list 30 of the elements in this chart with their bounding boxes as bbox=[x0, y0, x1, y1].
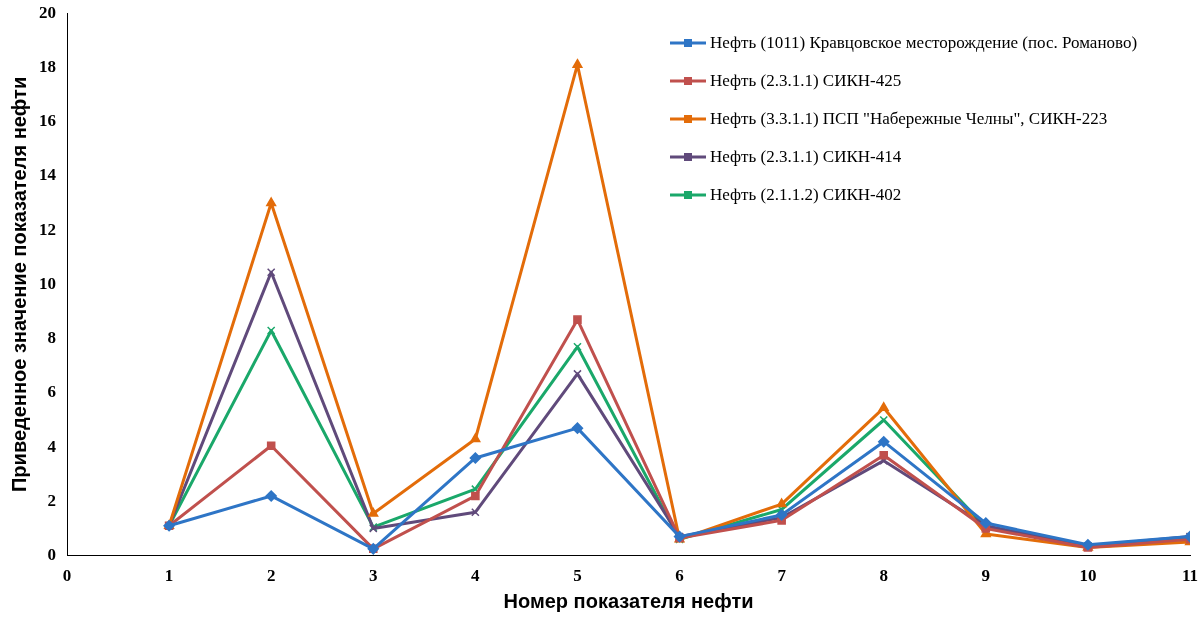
x-tick-label: 11 bbox=[1181, 566, 1199, 586]
x-tick-label: 4 bbox=[471, 566, 481, 586]
x-tick-label: 2 bbox=[266, 566, 276, 586]
legend-label: Нефть (2.3.1.1) СИКН-414 bbox=[710, 147, 902, 168]
y-axis-title: Приведенное значение показателя нефти bbox=[7, 76, 30, 493]
x-tick-label: 1 bbox=[164, 566, 174, 586]
x-tick-label: 3 bbox=[369, 566, 378, 586]
y-tick-label: 0 bbox=[47, 544, 56, 564]
y-tick-label: 2 bbox=[47, 490, 56, 510]
y-tick-label: 6 bbox=[47, 382, 56, 402]
y-tick-label: 20 bbox=[39, 2, 56, 22]
y-tick-label: 12 bbox=[39, 219, 56, 239]
x-tick-label: 6 bbox=[675, 566, 684, 586]
y-tick-label: 8 bbox=[47, 328, 56, 348]
y-tick-label: 10 bbox=[39, 273, 56, 293]
y-tick-label: 16 bbox=[39, 111, 56, 131]
legend-label: Нефть (3.3.1.1) ПСП "Набережные Челны", СИКН-223 bbox=[710, 109, 1108, 130]
legend-label: Нефть (2.3.1.1) СИКН-425 bbox=[710, 71, 902, 92]
x-tick-label: 5 bbox=[573, 566, 582, 586]
y-tick-label: 18 bbox=[39, 56, 56, 76]
x-tick-label: 7 bbox=[777, 566, 787, 586]
x-tick-label: 10 bbox=[1079, 566, 1097, 586]
x-tick-label: 8 bbox=[879, 566, 888, 586]
y-tick-label: 14 bbox=[39, 165, 57, 185]
x-axis-title: Номер показателя нефти bbox=[503, 589, 754, 612]
legend-label: Нефть (1011) Кравцовское месторождение (пос. Романово) bbox=[710, 33, 1138, 54]
x-tick-label: 9 bbox=[981, 566, 991, 586]
y-tick-label: 4 bbox=[47, 436, 57, 456]
legend-label: Нефть (2.1.1.2) СИКН-402 bbox=[710, 185, 902, 206]
x-tick-label: 0 bbox=[62, 566, 72, 586]
